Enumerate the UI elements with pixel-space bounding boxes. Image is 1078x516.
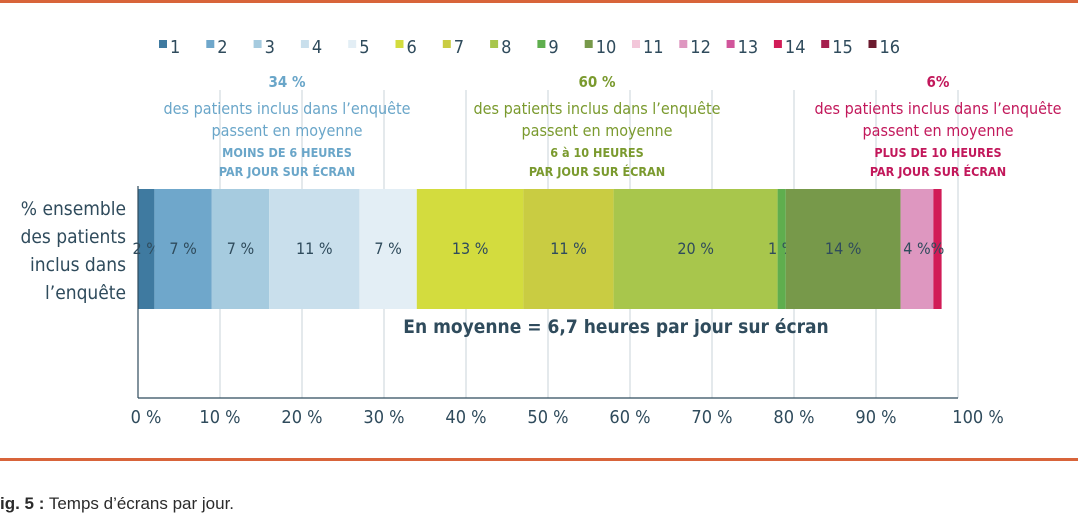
annotation-emphasis: MOINS DE 6 HEURES <box>222 145 352 160</box>
legend-label: 15 <box>832 37 853 58</box>
x-tick-label: 50 % <box>527 407 568 428</box>
legend-swatch-5 <box>348 40 357 48</box>
x-tick-label: 40 % <box>445 407 486 428</box>
legend-swatch-10 <box>584 40 593 48</box>
bar-value-label: 7 % <box>227 239 254 258</box>
annotation-emphasis: PAR JOUR SUR ÉCRAN <box>529 164 665 179</box>
x-tick-label: 20 % <box>281 407 322 428</box>
legend-swatch-4 <box>300 40 309 48</box>
bar-value-label: 13 % <box>452 239 489 258</box>
grid-lines <box>219 90 959 398</box>
bar-segment-1 <box>138 189 155 309</box>
bar-segment-6 <box>416 189 524 309</box>
category-label-line: % ensemble <box>21 198 126 220</box>
annotation-line: passent en moyenne <box>862 121 1013 140</box>
legend-label: 2 <box>217 37 227 58</box>
x-tick-label: 90 % <box>855 407 896 428</box>
legend-label: 1 <box>170 37 180 58</box>
bar-segment-7 <box>523 189 614 309</box>
caption-text: Temps d’écrans par jour. <box>44 494 235 513</box>
bar-segment-3 <box>211 189 270 309</box>
caption-label: ig. 5 : <box>0 494 45 513</box>
legend-label: 6 <box>407 37 417 58</box>
x-tick-label: 80 % <box>773 407 814 428</box>
annotation-line: des patients inclus dans l’enquête <box>474 99 721 118</box>
bar-value-label: 11 % <box>296 239 333 258</box>
annotation-percent: 60 % <box>579 73 616 91</box>
annotation-emphasis: 6 à 10 HEURES <box>550 145 643 160</box>
annotation-emphasis: PLUS DE 10 HEURES <box>874 145 1001 160</box>
bar-segment-9 <box>777 189 786 309</box>
x-tick-label: 60 % <box>609 407 650 428</box>
legend: 1 2 3 4 5 6 7 8 9 10 11 12 13 14 15 16 <box>159 37 900 58</box>
legend-label: 11 <box>643 37 664 58</box>
x-axis: 0 % 10 % 20 % 30 % 40 % 50 % 60 % 70 % 80 % 90 % 1… <box>131 186 1004 428</box>
legend-label: 14 <box>785 37 806 58</box>
legend-swatch-8 <box>490 40 499 48</box>
legend-label: 8 <box>501 37 511 58</box>
legend-swatch-13 <box>726 40 735 48</box>
legend-swatch-7 <box>442 40 451 48</box>
legend-label: 7 <box>454 37 464 58</box>
x-tick-label: 100 % <box>952 407 1003 428</box>
bar-segment-14 <box>933 189 942 309</box>
bar-value-label: 11 % <box>550 239 587 258</box>
legend-label: 10 <box>596 37 617 58</box>
legend-swatch-6 <box>395 40 404 48</box>
bar-segment-4 <box>269 189 360 309</box>
x-tick-label: 10 % <box>199 407 240 428</box>
legend-swatch-3 <box>253 40 262 48</box>
annotation-line: passent en moyenne <box>211 121 362 140</box>
bar-segment-12 <box>900 189 934 309</box>
x-tick-label: 30 % <box>363 407 404 428</box>
bar-value-label: 7 % <box>374 239 401 258</box>
legend-swatch-1 <box>159 40 167 48</box>
legend-swatch-2 <box>206 40 215 48</box>
x-tick-label: 70 % <box>691 407 732 428</box>
legend-label: 12 <box>690 37 711 58</box>
legend-label: 4 <box>312 37 322 58</box>
legend-swatch-15 <box>821 40 830 48</box>
category-label: % ensemble des patients inclus dans l’enquê… <box>21 198 127 304</box>
bar-value-label: 14 % <box>825 239 862 258</box>
bar-value-label: 2 % <box>132 239 159 258</box>
legend-label: 5 <box>359 37 369 58</box>
annotation-percent: 6% <box>927 73 950 91</box>
annotation-line: passent en moyenne <box>521 121 672 140</box>
annotations: 34 % des patients inclus dans l’enquête pa… <box>164 73 1062 179</box>
annotation-percent: 34 % <box>269 73 306 91</box>
annotation-line: des patients inclus dans l’enquête <box>815 99 1062 118</box>
legend-label: 3 <box>265 37 275 58</box>
mean-note: En moyenne = 6,7 heures par jour sur écr… <box>403 316 828 338</box>
bar-segment-10 <box>785 189 901 309</box>
category-label-line: l’enquête <box>45 282 126 304</box>
annotation-emphasis: PAR JOUR SUR ÉCRAN <box>870 164 1006 179</box>
bar-value-label: 4 % <box>903 239 930 258</box>
legend-swatch-14 <box>773 40 782 48</box>
bar-value-label: 20 % <box>677 239 714 258</box>
legend-swatch-11 <box>632 40 640 48</box>
bar-value-label: 7 % <box>169 239 196 258</box>
stacked-bar-chart: 1 2 3 4 5 6 7 8 9 10 11 12 13 14 15 16 34 %des patients… <box>21 37 1062 428</box>
bottom-rule <box>0 458 1078 461</box>
annotation-line: des patients inclus dans l’enquête <box>164 99 411 118</box>
figure-caption: ig. 5 : Temps d’écrans par jour. <box>0 494 1078 514</box>
legend-swatch-9 <box>537 40 546 48</box>
legend-label: 13 <box>738 37 759 58</box>
legend-swatch-12 <box>679 40 688 48</box>
bar-segments: 2 % 7 % 7 % 11 % 7 % 13 % 11 % 20 % 1 % 14 % 4 % %E… <box>132 189 944 338</box>
legend-label: 16 <box>880 37 901 58</box>
annotation-emphasis: PAR JOUR SUR ÉCRAN <box>219 164 355 179</box>
bar-segment-8 <box>613 189 778 309</box>
category-label-line: inclus dans <box>30 254 126 276</box>
legend-label: 9 <box>548 37 558 58</box>
bar-segment-5 <box>359 189 417 309</box>
bar-segment-2 <box>154 189 212 309</box>
category-label-line: des patients <box>21 226 127 248</box>
legend-swatch-16 <box>868 40 877 48</box>
x-tick-label: 0 % <box>131 407 162 428</box>
top-rule <box>0 0 1078 3</box>
bar-value-label: % <box>931 239 945 258</box>
